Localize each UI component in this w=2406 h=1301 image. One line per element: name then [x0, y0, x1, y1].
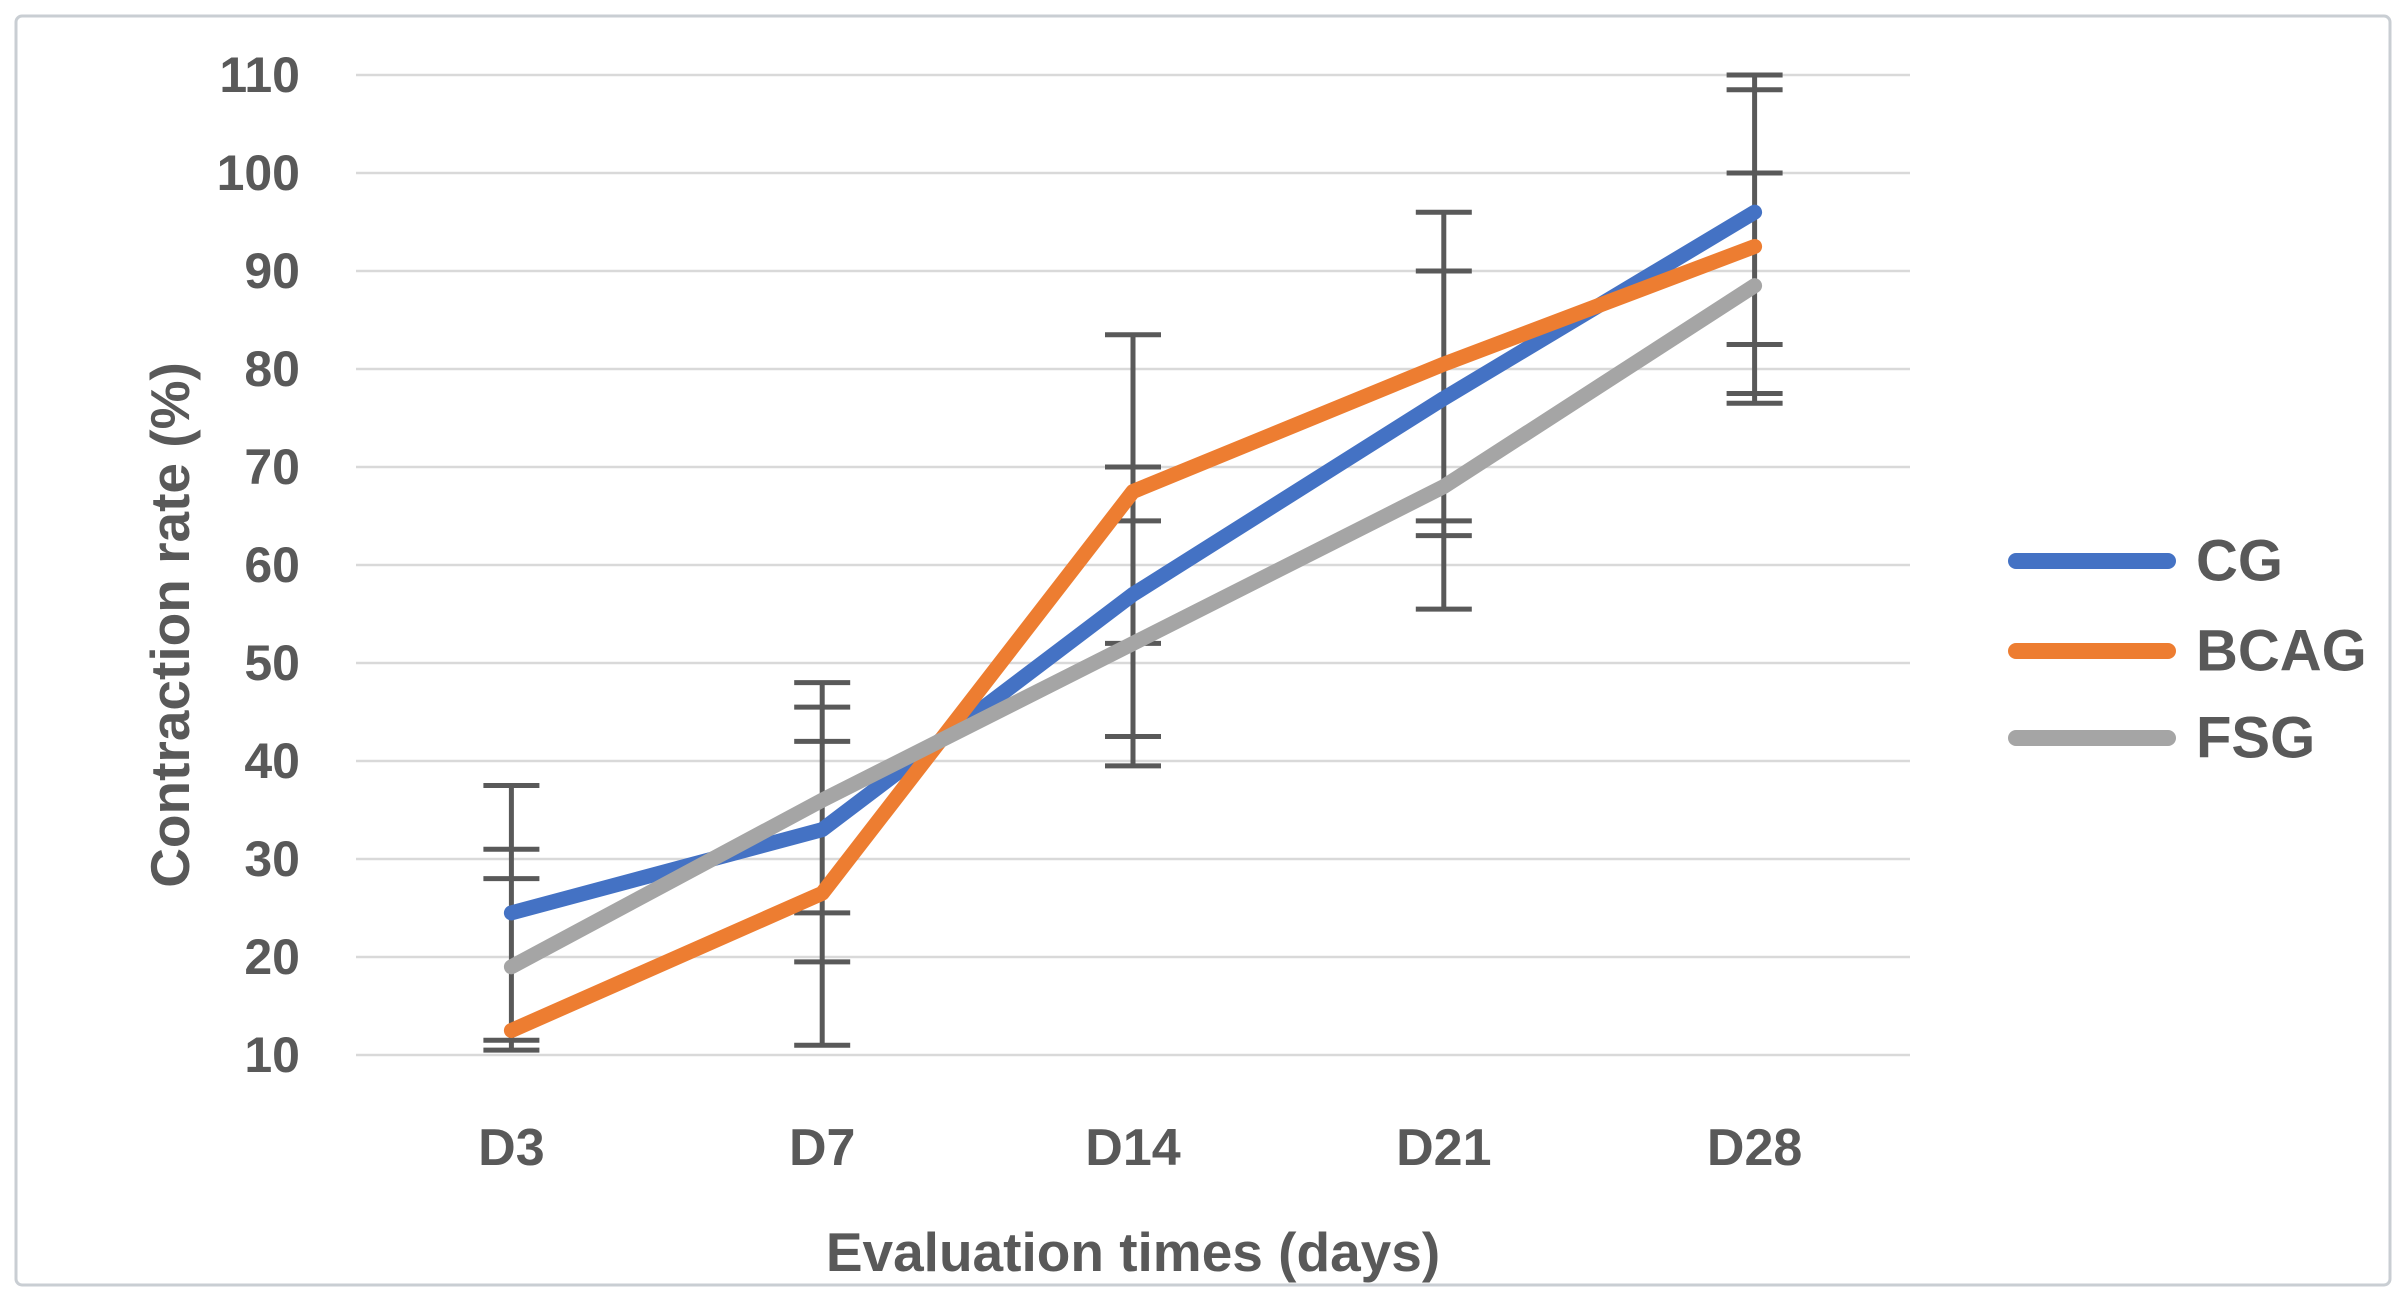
series-line-fsg — [503, 278, 1763, 975]
legend-label-fsg: FSG — [2196, 706, 2315, 771]
y-tick-label-90: 90 — [244, 243, 300, 299]
y-tick-label-40: 40 — [244, 733, 300, 789]
y-tick-labels-group: 110 100 90 80 70 60 50 40 30 20 10 — [217, 47, 300, 1083]
x-category-label-d7: D7 — [789, 1119, 855, 1177]
y-tick-label-110: 110 — [219, 47, 300, 103]
legend-item-cg: CG — [2008, 529, 2283, 594]
legend-label-bcag: BCAG — [2196, 619, 2367, 684]
x-category-label-d14: D14 — [1085, 1119, 1180, 1177]
y-axis-title: Contraction rate (%) — [139, 362, 201, 888]
error-bar-d14 — [1105, 332, 1161, 769]
x-axis-title: Evaluation times (days) — [826, 1221, 1440, 1283]
x-category-label-d3: D3 — [478, 1119, 544, 1177]
y-tick-label-80: 80 — [244, 341, 300, 397]
legend-label-cg: CG — [2196, 529, 2283, 594]
legend-item-bcag: BCAG — [2008, 619, 2367, 684]
y-tick-label-70: 70 — [244, 439, 300, 495]
x-category-label-d21: D21 — [1396, 1119, 1491, 1177]
legend-item-fsg: FSG — [2008, 706, 2315, 771]
y-tick-label-60: 60 — [244, 537, 300, 593]
gridlines-group — [356, 73, 1910, 1057]
legend: CG BCAG FSG — [2008, 529, 2367, 771]
y-tick-label-50: 50 — [244, 635, 300, 691]
series-lines-group — [503, 204, 1763, 1038]
series-line-bcag — [503, 239, 1763, 1038]
error-bar-d21 — [1415, 209, 1472, 612]
y-tick-label-30: 30 — [244, 831, 300, 887]
x-category-label-d28: D28 — [1707, 1119, 1802, 1177]
figure-border — [14, 14, 2392, 1287]
y-tick-label-20: 20 — [244, 929, 300, 985]
y-tick-label-100: 100 — [217, 145, 300, 201]
error-bars-group — [483, 72, 1783, 1053]
error-bar-d7 — [794, 680, 851, 1048]
x-category-labels-group: D3 D7 D14 D21 D28 — [478, 1119, 1802, 1177]
y-tick-label-10: 10 — [244, 1027, 300, 1083]
